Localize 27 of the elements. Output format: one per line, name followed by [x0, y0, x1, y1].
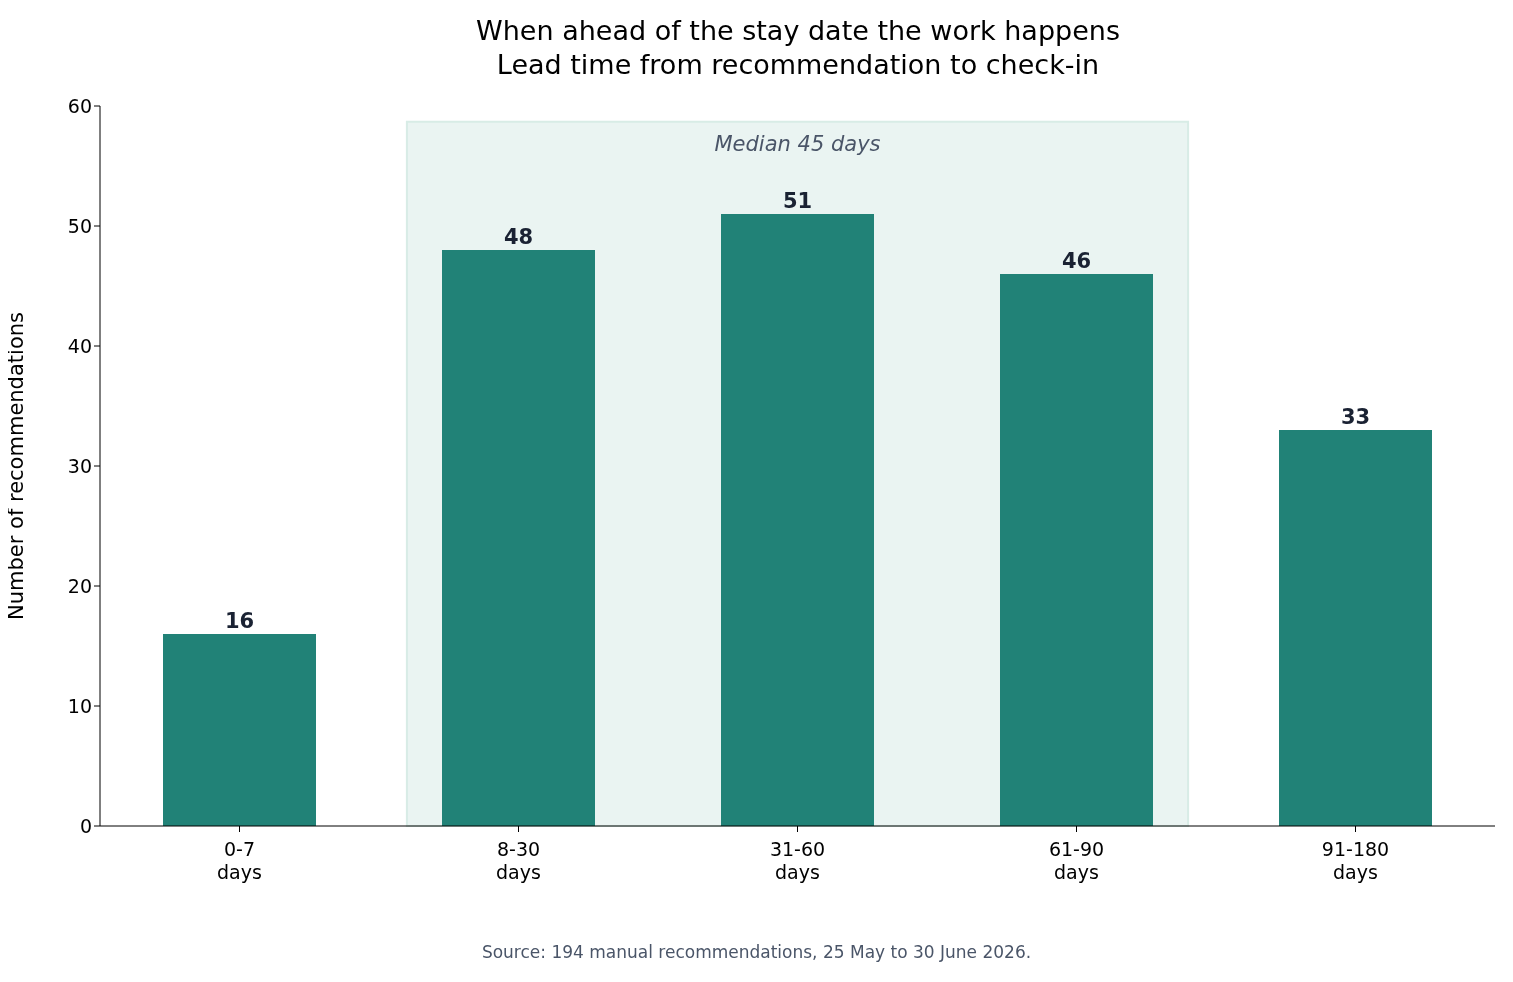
data-label: 48: [503, 225, 534, 249]
data-label: 16: [224, 609, 255, 633]
y-tick-label: 10: [67, 694, 92, 717]
y-tick-label: 0: [79, 814, 92, 837]
data-label: 51: [782, 189, 813, 213]
x-tick-label: 31-60 days: [769, 838, 826, 883]
y-tick-label: 20: [67, 574, 92, 597]
bar: [163, 634, 316, 826]
y-axis-title: Number of recommendations: [4, 312, 29, 620]
bar: [1000, 274, 1153, 826]
band-label: Median 45 days: [714, 131, 881, 156]
x-tick-label: 0-7 days: [217, 838, 262, 883]
x-tick-label: 91-180 days: [1321, 838, 1390, 883]
y-tick-label: 40: [67, 334, 92, 357]
data-label: 33: [1340, 405, 1371, 429]
bar: [1279, 430, 1432, 826]
x-tick-label: 8-30 days: [496, 838, 541, 883]
chart-subtitle: Lead time from recommendation to check-in: [495, 48, 1101, 82]
bar: [721, 214, 874, 826]
chart-title: When ahead of the stay date the work happens: [475, 14, 1121, 48]
y-tick-label: 60: [67, 94, 92, 117]
x-tick-label: 61-90 days: [1048, 838, 1105, 883]
y-tick-label: 30: [67, 454, 92, 477]
source-note: Source: 194 manual recommendations, 25 May to 30 June 2026.: [480, 942, 1033, 962]
bar: [442, 250, 595, 826]
data-label: 46: [1061, 249, 1092, 273]
y-tick-label: 50: [67, 214, 92, 237]
